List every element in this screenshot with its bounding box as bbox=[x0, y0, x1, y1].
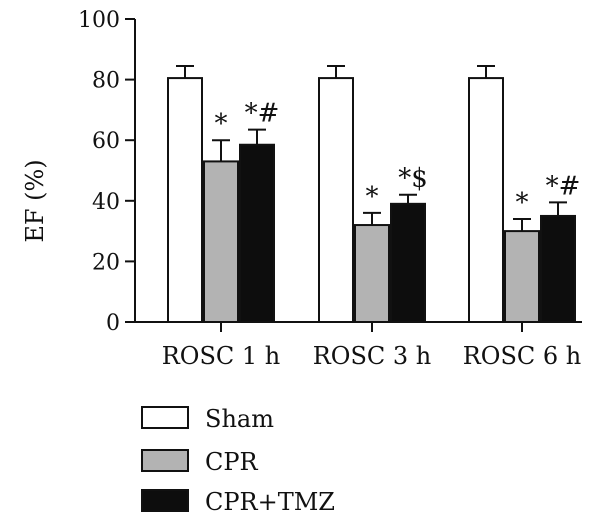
legend-swatch bbox=[141, 406, 189, 429]
x-axis: ROSC 1 h ROSC 3 h ROSC 6 h bbox=[135, 321, 582, 370]
legend-label: CPR+TMZ bbox=[205, 488, 335, 516]
bars: * *# * *$ * *# bbox=[167, 64, 581, 324]
significance-label: * bbox=[516, 188, 529, 218]
y-tick-label: 100 bbox=[78, 8, 120, 33]
y-tick-label: 0 bbox=[106, 311, 120, 336]
significance-label: *# bbox=[245, 99, 280, 129]
bar bbox=[504, 230, 540, 324]
bar bbox=[540, 214, 576, 323]
bar bbox=[167, 77, 203, 323]
y-tick-label: 20 bbox=[92, 250, 120, 275]
legend: Sham CPR CPR+TMZ bbox=[141, 405, 335, 516]
y-tick-label: 40 bbox=[92, 190, 120, 215]
y-tick-label: 80 bbox=[92, 69, 120, 94]
significance-label: * bbox=[215, 109, 228, 139]
legend-swatch bbox=[141, 489, 189, 512]
bar bbox=[318, 77, 354, 323]
y-axis-label: EF (%) bbox=[21, 159, 49, 242]
significance-label: * bbox=[366, 182, 379, 212]
significance-label: *# bbox=[546, 171, 581, 201]
y-axis: 0 20 40 60 80 100 bbox=[78, 8, 136, 336]
legend-swatch bbox=[141, 449, 189, 472]
x-category-label: ROSC 1 h bbox=[162, 342, 281, 370]
legend-label: Sham bbox=[205, 405, 274, 433]
y-tick-label: 60 bbox=[92, 129, 120, 154]
bar bbox=[354, 224, 390, 323]
bar bbox=[203, 160, 239, 323]
x-category-label: ROSC 6 h bbox=[463, 342, 582, 370]
bar bbox=[468, 77, 504, 323]
legend-label: CPR bbox=[205, 448, 259, 476]
significance-label: *$ bbox=[398, 164, 428, 194]
x-category-label: ROSC 3 h bbox=[313, 342, 432, 370]
bar bbox=[239, 143, 275, 323]
bar bbox=[390, 202, 426, 323]
